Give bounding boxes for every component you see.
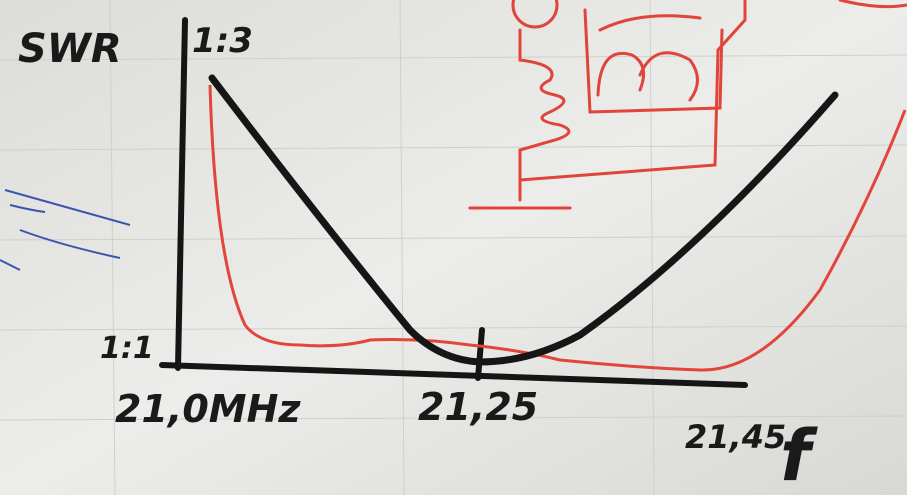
y-top-label: 1:3 <box>192 21 253 61</box>
whiteboard-photo: SWR 1:3 1:1 21,0MHz 21,25 21,45 f <box>0 0 907 495</box>
x-mid-label: 21,25 <box>418 385 538 429</box>
x-tick <box>478 330 482 378</box>
y-axis-label: SWR <box>18 26 122 72</box>
x-start-label: 21,0MHz <box>115 387 301 431</box>
x-end-label: 21,45 <box>685 418 786 456</box>
y-bottom-label: 1:1 <box>100 331 154 366</box>
page: SWR 1:3 1:1 21,0MHz 21,25 21,45 f (() =>… <box>0 0 907 495</box>
